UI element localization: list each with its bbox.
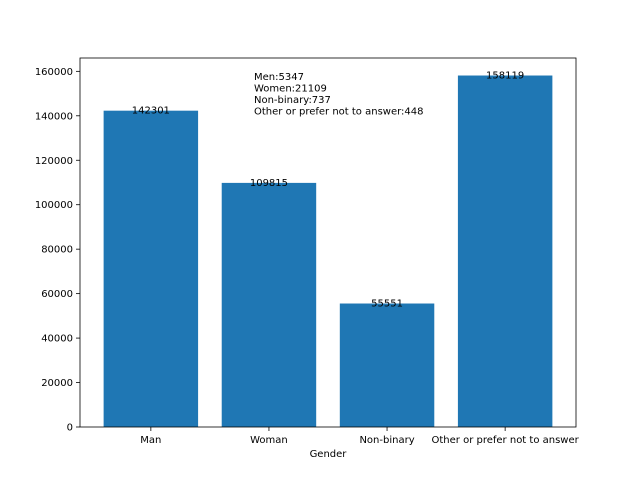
bar-value-label: 109815: [250, 178, 288, 189]
y-tick-label: 0: [67, 423, 73, 434]
x-tick-label: Woman: [250, 435, 288, 446]
bar-value-label: 55551: [371, 299, 403, 310]
labels-layer: 142301 109815 55551 158119: [132, 71, 524, 310]
bar-other-or-prefer-not-to-answer: [457, 75, 553, 427]
y-tick-label: 120000: [35, 156, 73, 167]
bar-man: [103, 110, 199, 428]
y-tick-label: 80000: [41, 245, 73, 256]
bar-non-binary: [339, 303, 435, 427]
bars-layer: [103, 75, 553, 428]
x-tick-label: Non-binary: [359, 435, 414, 446]
x-tick-label: Other or prefer not to answer: [432, 435, 580, 446]
annotation-line: Non-binary:737: [254, 95, 331, 106]
bar-value-label: 142301: [132, 106, 170, 117]
annotation-line: Women:21109: [254, 84, 327, 95]
y-tick-label: 20000: [41, 378, 73, 389]
y-tick-label: 100000: [35, 200, 73, 211]
y-tick-label: 40000: [41, 334, 73, 345]
annotation-text: Men:5347 Women:21109 Non-binary:737 Other o…: [254, 72, 424, 118]
annotation-line: Other or prefer not to answer:448: [254, 107, 424, 118]
x-axis-label: Gender: [310, 449, 348, 460]
bar-woman: [221, 182, 317, 427]
plot-frame: [79, 57, 577, 428]
bar-value-label: 158119: [486, 71, 524, 82]
x-tick-label: Man: [140, 435, 161, 446]
y-tick-label: 160000: [35, 67, 73, 78]
axes-layer: Man Woman Non-binary Other or prefer not to…: [35, 57, 580, 446]
y-tick-label: 140000: [35, 111, 73, 122]
annotation-line: Men:5347: [254, 72, 304, 83]
y-tick-label: 60000: [41, 289, 73, 300]
